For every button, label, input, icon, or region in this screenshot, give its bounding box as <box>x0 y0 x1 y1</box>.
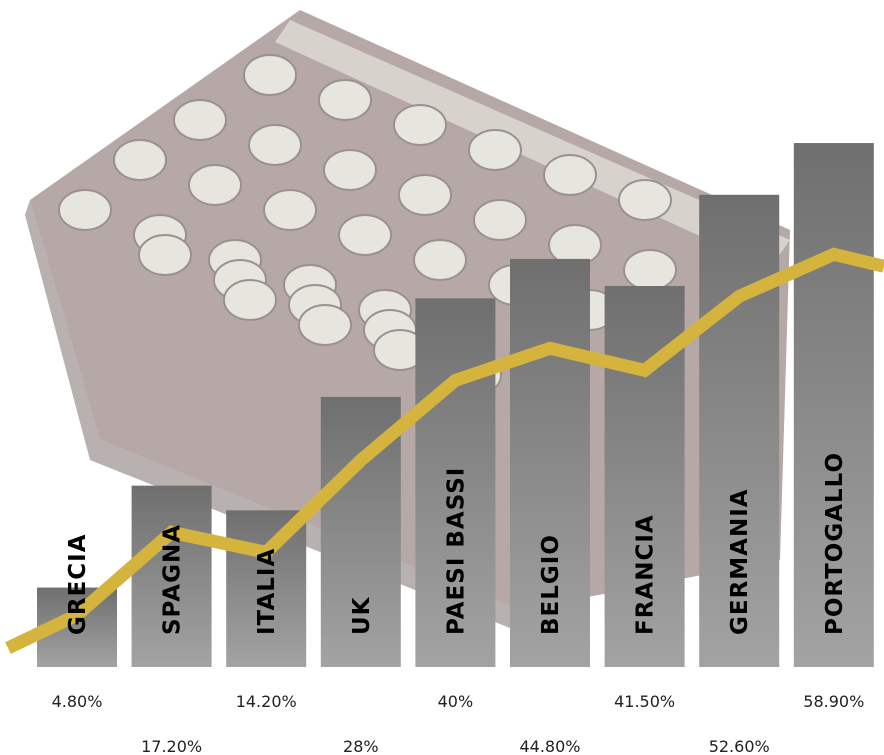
value-label: 41.50% <box>614 692 675 711</box>
value-label: 4.80% <box>52 692 103 711</box>
pill <box>243 54 297 96</box>
pill <box>173 99 227 141</box>
value-label: 17.20% <box>141 737 202 755</box>
bar-belgio <box>510 258 590 667</box>
pill <box>413 239 467 281</box>
pill <box>543 154 597 196</box>
pill <box>248 124 302 166</box>
pill <box>223 279 277 321</box>
category-labels: GRECIA SPAGNA ITALIA UK PAESI BASSI BELGIO FRA… <box>65 452 848 635</box>
pill <box>58 189 112 231</box>
pill <box>298 304 352 346</box>
category-label: GERMANIA <box>727 488 753 635</box>
pill <box>188 164 242 206</box>
value-label: 44.80% <box>519 737 580 755</box>
pill <box>623 249 677 291</box>
pill <box>113 139 167 181</box>
trend-line <box>5 247 884 654</box>
pill <box>398 174 452 216</box>
category-label: BELGIO <box>538 534 564 635</box>
value-labels: 4.80% 17.20% 14.20% 28% 40% 44.80% 41.50% 52.60… <box>52 692 865 755</box>
pill <box>338 214 392 256</box>
value-label: 28% <box>343 737 379 755</box>
value-label: 40% <box>438 692 474 711</box>
value-label: 14.20% <box>236 692 297 711</box>
category-label: SPAGNA <box>160 524 186 635</box>
value-label: 52.60% <box>709 737 770 755</box>
pill <box>468 129 522 171</box>
pill <box>393 104 447 146</box>
pill <box>323 149 377 191</box>
bars-group <box>37 143 874 667</box>
category-label: UK <box>349 596 375 635</box>
value-label: 58.90% <box>803 692 864 711</box>
bar-italia <box>226 510 307 667</box>
trend-line-layer <box>5 247 884 654</box>
category-label: GRECIA <box>65 533 91 635</box>
category-label: ITALIA <box>254 548 280 635</box>
category-label: PAESI BASSI <box>443 467 469 635</box>
pill <box>318 79 372 121</box>
pill <box>473 199 527 241</box>
bar-portogallo <box>793 143 874 667</box>
bar-spagna <box>131 485 212 667</box>
pill <box>263 189 317 231</box>
category-label: FRANCIA <box>633 514 659 635</box>
category-label: PORTOGALLO <box>822 452 848 635</box>
bar-germania <box>699 194 780 667</box>
bar-paesi-bassi <box>415 298 496 667</box>
pill <box>138 234 192 276</box>
pill <box>618 179 672 221</box>
